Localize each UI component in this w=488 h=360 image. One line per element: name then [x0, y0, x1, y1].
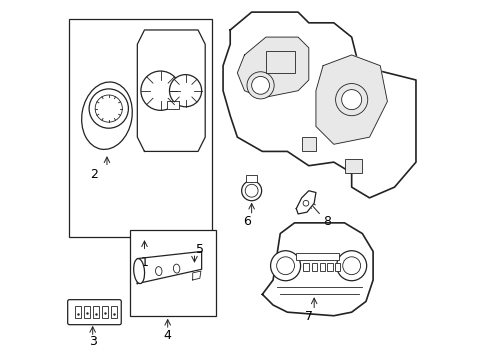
Circle shape [95, 95, 122, 122]
Bar [265, 51, 294, 73]
Circle shape [251, 76, 269, 94]
Bar [166, 101, 179, 109]
Circle shape [270, 251, 300, 281]
Bar [334, 263, 340, 271]
Text: 2: 2 [90, 168, 98, 181]
Circle shape [342, 257, 360, 275]
Bar [102, 306, 108, 318]
Circle shape [341, 90, 361, 110]
Bar [303, 263, 308, 271]
Circle shape [169, 75, 201, 107]
Bar [344, 158, 362, 173]
Polygon shape [223, 12, 415, 198]
Circle shape [246, 72, 274, 99]
Text: 6: 6 [243, 215, 250, 228]
Bar [326, 263, 332, 271]
Circle shape [336, 251, 366, 281]
FancyBboxPatch shape [130, 230, 216, 316]
FancyBboxPatch shape [67, 300, 121, 325]
Bar [246, 175, 257, 182]
Bar [83, 306, 90, 318]
Circle shape [276, 257, 294, 275]
Bar [319, 263, 325, 271]
Text: 5: 5 [196, 243, 203, 256]
Polygon shape [296, 191, 315, 214]
Bar [93, 306, 99, 318]
Ellipse shape [81, 82, 132, 149]
Circle shape [244, 184, 258, 197]
Polygon shape [315, 55, 386, 144]
Ellipse shape [155, 267, 162, 275]
Ellipse shape [133, 258, 144, 284]
Bar [311, 263, 317, 271]
Text: 1: 1 [140, 256, 148, 269]
Bar [296, 253, 339, 260]
Circle shape [89, 89, 128, 128]
Text: 8: 8 [322, 215, 330, 228]
Bar [301, 137, 315, 152]
Polygon shape [137, 251, 201, 284]
Circle shape [141, 71, 180, 111]
Bar [75, 306, 81, 318]
Circle shape [303, 201, 308, 206]
Polygon shape [262, 223, 372, 316]
Ellipse shape [173, 264, 180, 273]
Text: 3: 3 [88, 335, 97, 348]
Bar [110, 306, 117, 318]
Polygon shape [237, 37, 308, 98]
Text: 4: 4 [163, 329, 171, 342]
Circle shape [335, 84, 367, 116]
Circle shape [241, 181, 261, 201]
Text: 7: 7 [304, 310, 312, 323]
Polygon shape [192, 271, 201, 280]
FancyBboxPatch shape [69, 19, 212, 237]
